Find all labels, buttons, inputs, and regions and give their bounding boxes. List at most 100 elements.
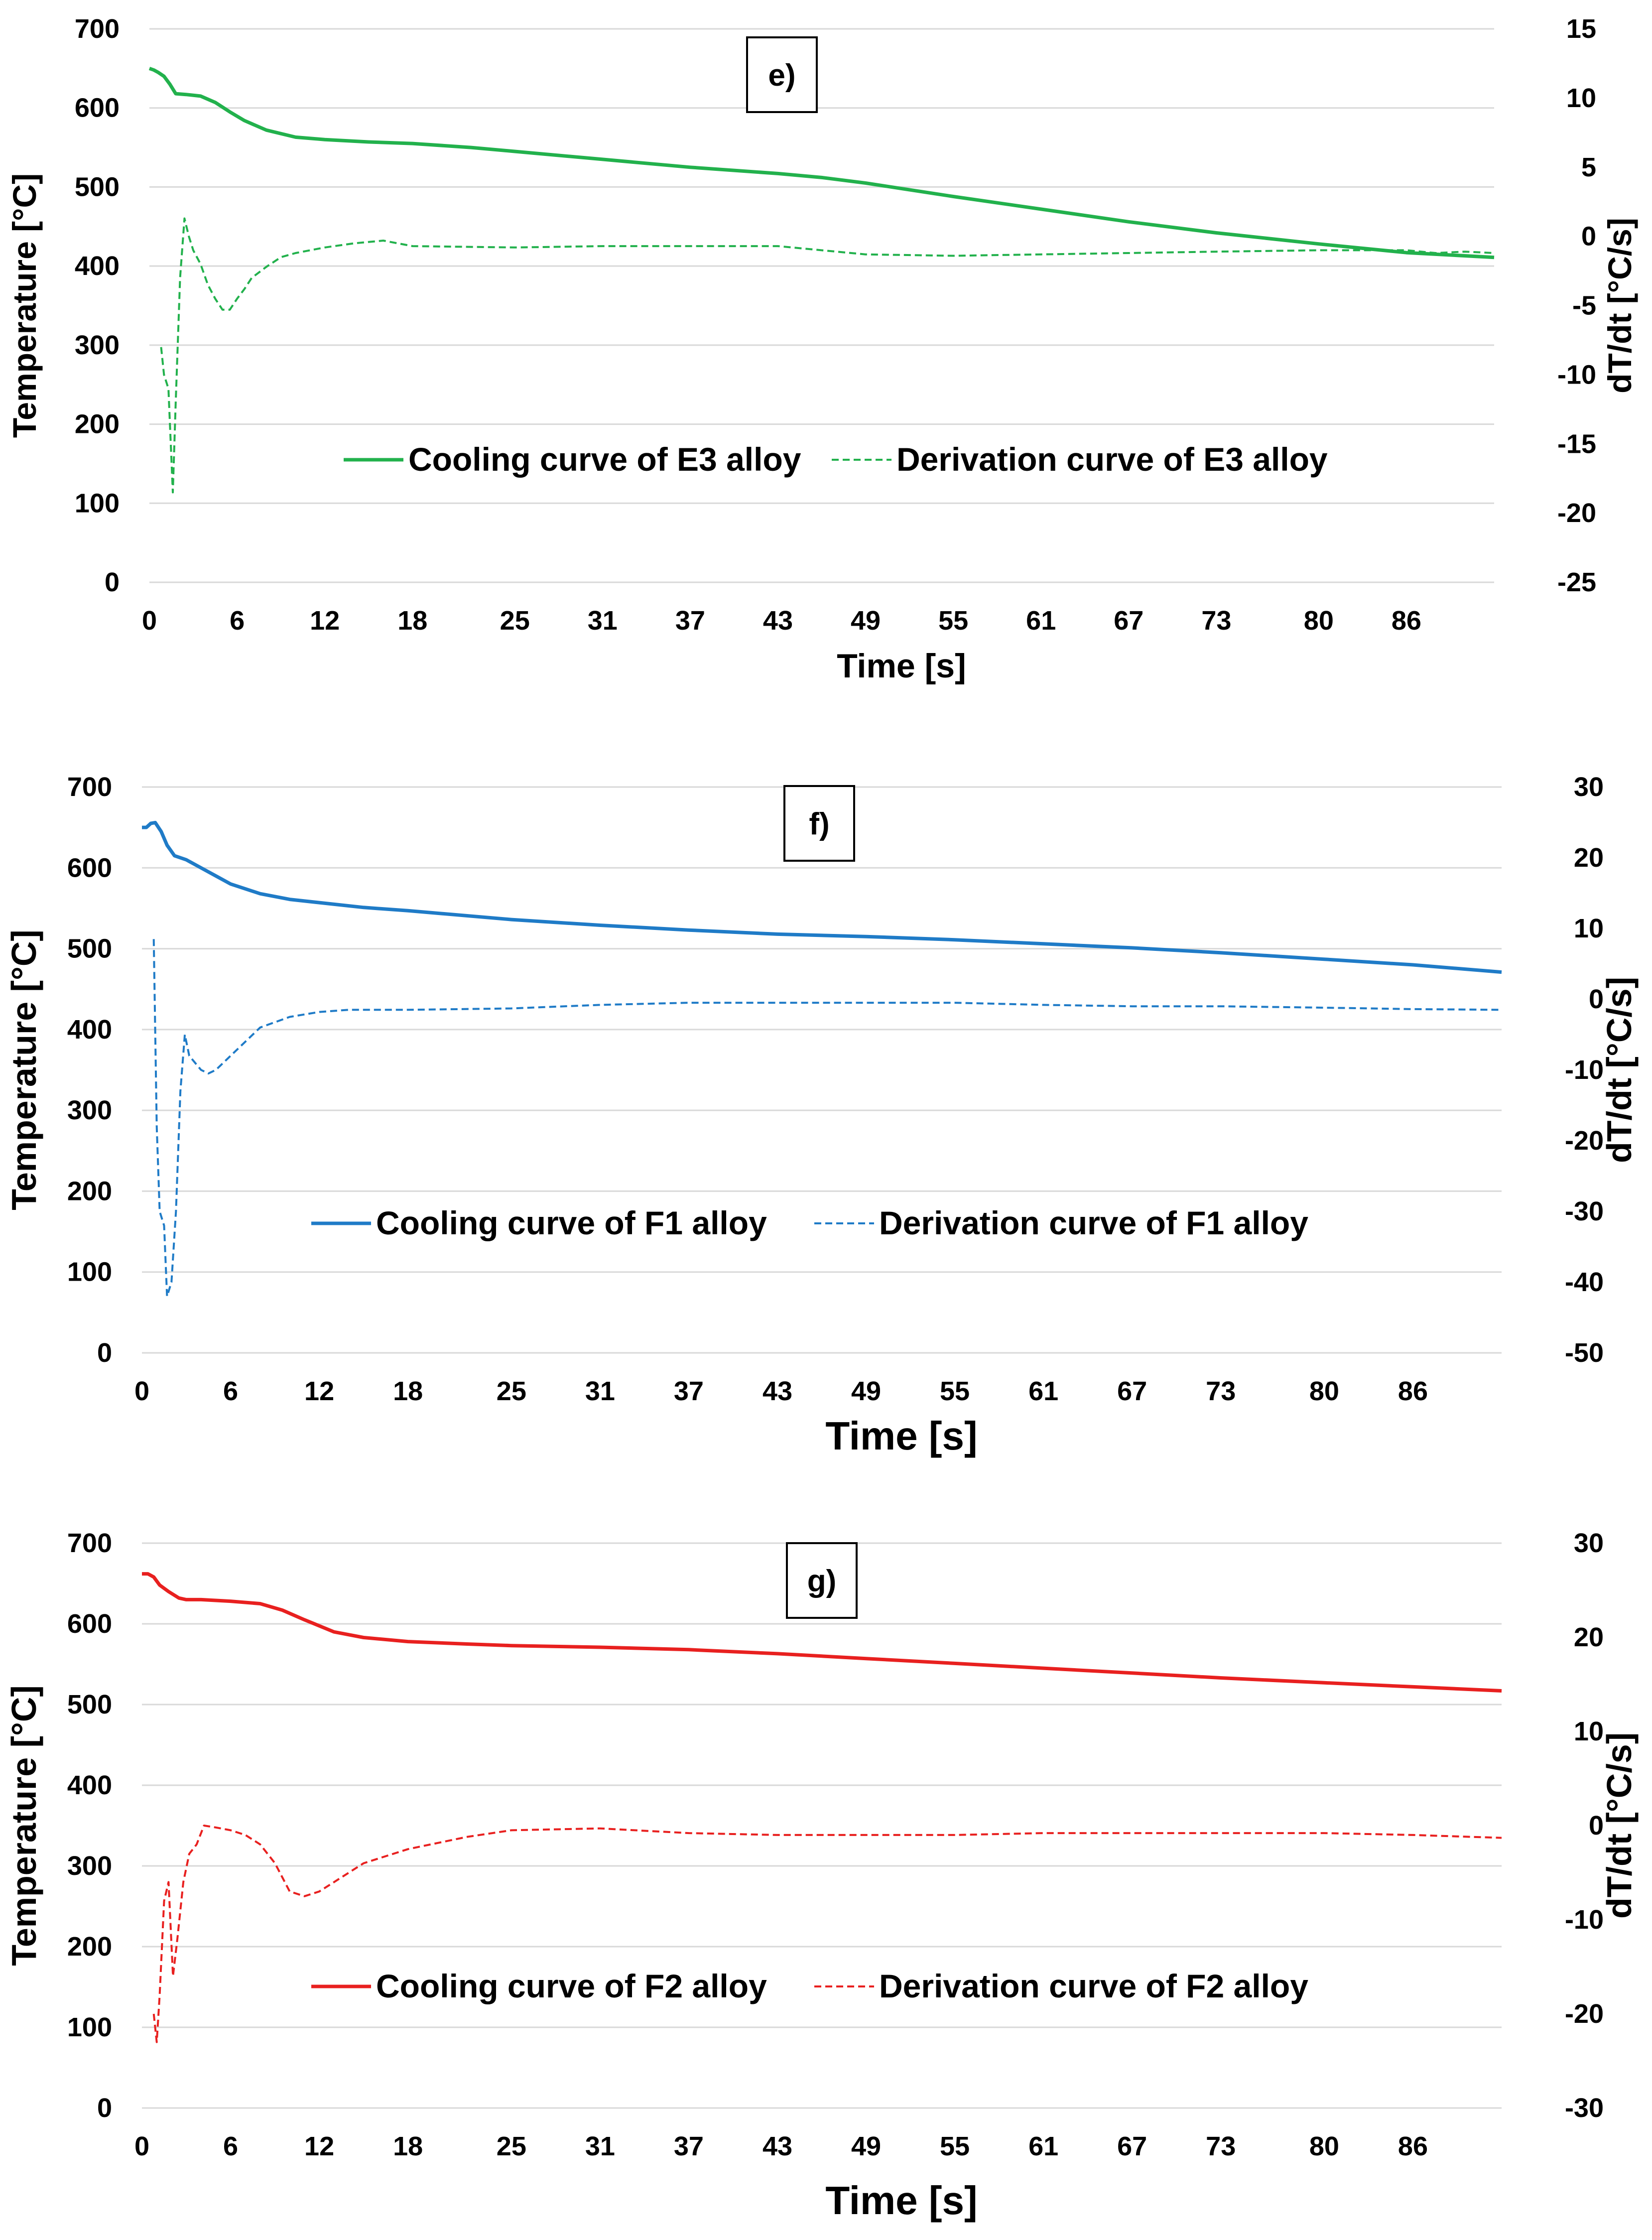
legend-label: Derivation curve of E3 alloy xyxy=(896,441,1328,478)
x-tick-label: 43 xyxy=(762,1376,792,1406)
x-tick-label: 73 xyxy=(1206,1376,1236,1406)
y-tick-label: 300 xyxy=(75,330,120,360)
y-tick-label: 600 xyxy=(75,93,120,123)
x-tick-label: 25 xyxy=(497,1376,526,1406)
panel-label: g) xyxy=(807,1564,837,1598)
x-tick-label: 55 xyxy=(940,2131,970,2161)
panel-label-box xyxy=(746,36,818,113)
y-tick-label: 300 xyxy=(67,1095,112,1125)
x-tick-label: 0 xyxy=(134,2131,149,2161)
legend-label: Cooling curve of F2 alloy xyxy=(376,1968,767,2004)
y2-tick-label: -10 xyxy=(1565,1055,1604,1085)
y2-tick-label: -20 xyxy=(1565,1126,1604,1156)
x-tick-label: 61 xyxy=(1028,1376,1058,1406)
y2-tick-label: 10 xyxy=(1574,914,1604,943)
panel-label: e) xyxy=(768,58,795,93)
y-axis-title: Temperature [°C] xyxy=(6,173,43,438)
y-tick-label: 200 xyxy=(67,1176,112,1206)
y2-tick-label: -5 xyxy=(1572,291,1596,321)
x-tick-label: 6 xyxy=(223,1376,238,1406)
y2-tick-label: -30 xyxy=(1565,1196,1604,1226)
y-tick-label: 100 xyxy=(75,488,120,518)
x-tick-label: 0 xyxy=(134,1376,149,1406)
y2-tick-label: -30 xyxy=(1565,2093,1604,2123)
x-axis-title: Time [s] xyxy=(825,1414,977,1458)
x-tick-label: 86 xyxy=(1398,1376,1428,1406)
y-tick-label: 700 xyxy=(75,14,120,44)
cooling-curve-line xyxy=(148,67,1495,260)
y-tick-label: 600 xyxy=(67,1609,112,1639)
x-tick-label: 67 xyxy=(1117,1376,1147,1406)
y2-tick-label: 20 xyxy=(1574,843,1604,873)
y2-tick-label: -20 xyxy=(1565,1999,1604,2029)
x-tick-label: 31 xyxy=(588,606,618,636)
x-tick-label: 67 xyxy=(1117,2131,1147,2161)
y2-axis-title: dT/dt [°C/s] xyxy=(1601,218,1638,394)
x-tick-label: 6 xyxy=(223,2131,238,2161)
derivation-curve-line xyxy=(152,1825,1502,2043)
x-tick-label: 18 xyxy=(393,2131,423,2161)
x-tick-label: 25 xyxy=(500,606,530,636)
y-tick-label: 400 xyxy=(75,251,120,281)
x-tick-label: 80 xyxy=(1309,1376,1339,1406)
x-tick-label: 55 xyxy=(938,606,968,636)
x-tick-label: 61 xyxy=(1028,2131,1058,2161)
y-tick-label: 500 xyxy=(67,1690,112,1719)
x-tick-label: 31 xyxy=(585,1376,615,1406)
y2-tick-label: -10 xyxy=(1565,1905,1604,1935)
y2-tick-label: 30 xyxy=(1574,1528,1604,1558)
x-tick-label: 49 xyxy=(851,606,881,636)
y2-tick-label: 0 xyxy=(1581,222,1596,252)
x-tick-label: 55 xyxy=(940,1376,970,1406)
x-tick-label: 43 xyxy=(763,606,793,636)
y-tick-label: 400 xyxy=(67,1015,112,1045)
x-tick-label: 49 xyxy=(851,2131,881,2161)
x-tick-label: 37 xyxy=(675,606,705,636)
y2-tick-label: 0 xyxy=(1589,1811,1604,1841)
panel-label-box xyxy=(783,785,855,862)
x-tick-label: 86 xyxy=(1398,2131,1428,2161)
y-tick-label: 100 xyxy=(67,1257,112,1287)
y2-tick-label: -10 xyxy=(1557,360,1596,390)
legend-label: Derivation curve of F2 alloy xyxy=(879,1968,1308,2004)
x-tick-label: 18 xyxy=(393,1376,423,1406)
x-tick-label: 31 xyxy=(585,2131,615,2161)
y2-tick-label: 15 xyxy=(1566,14,1596,44)
x-tick-label: 0 xyxy=(142,606,157,636)
x-tick-label: 25 xyxy=(497,2131,526,2161)
x-tick-label: 37 xyxy=(674,2131,704,2161)
y-tick-label: 500 xyxy=(67,934,112,964)
x-tick-label: 12 xyxy=(310,606,340,636)
x-tick-label: 73 xyxy=(1206,2131,1236,2161)
y2-axis-title: dT/dt [°C/s] xyxy=(1600,1732,1639,1919)
y-tick-label: 200 xyxy=(67,1932,112,1962)
y2-axis-title: dT/dt [°C/s] xyxy=(1600,977,1639,1163)
x-tick-label: 6 xyxy=(230,606,245,636)
y-tick-label: 200 xyxy=(75,409,120,439)
x-tick-label: 12 xyxy=(304,2131,334,2161)
x-tick-label: 86 xyxy=(1392,606,1421,636)
y2-tick-label: 5 xyxy=(1581,152,1596,182)
legend-label: Cooling curve of E3 alloy xyxy=(408,441,801,478)
y2-tick-label: -50 xyxy=(1565,1338,1604,1368)
y-tick-label: 700 xyxy=(67,772,112,802)
x-tick-label: 61 xyxy=(1026,606,1056,636)
y2-tick-label: -40 xyxy=(1565,1267,1604,1297)
x-tick-label: 12 xyxy=(304,1376,334,1406)
chart-panel-f: 0100200300400500600700-50-40-30-20-10010… xyxy=(4,772,1639,1458)
y-tick-label: 100 xyxy=(67,2012,112,2042)
x-tick-label: 18 xyxy=(397,606,427,636)
y2-tick-label: 30 xyxy=(1574,772,1604,802)
x-axis-title: Time [s] xyxy=(837,647,966,685)
y-tick-label: 400 xyxy=(67,1770,112,1800)
y2-tick-label: -25 xyxy=(1557,567,1596,597)
x-tick-label: 49 xyxy=(851,1376,881,1406)
y-tick-label: 0 xyxy=(105,567,120,597)
y2-tick-label: 20 xyxy=(1574,1622,1604,1652)
y-tick-label: 0 xyxy=(97,2093,112,2123)
chart-panel-e: 0100200300400500600700-25-20-15-10-50510… xyxy=(6,14,1638,685)
y2-tick-label: -15 xyxy=(1557,429,1596,459)
x-tick-label: 43 xyxy=(762,2131,792,2161)
x-tick-label: 67 xyxy=(1114,606,1144,636)
x-tick-label: 80 xyxy=(1304,606,1334,636)
